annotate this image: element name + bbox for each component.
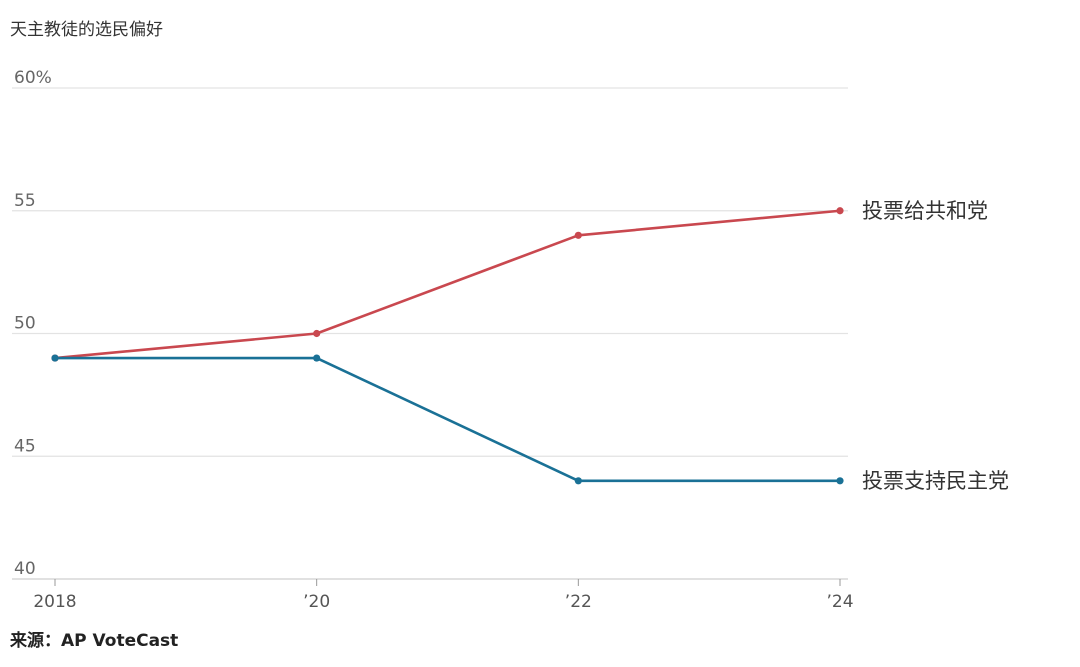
series-lines xyxy=(54,209,841,483)
y-tick-label: 50 xyxy=(14,314,36,334)
x-tick-label: ’24 xyxy=(826,592,853,612)
series-line xyxy=(55,356,840,483)
chart-title: 天主教徒的选民偏好 xyxy=(10,20,163,40)
data-point xyxy=(574,477,582,485)
data-point xyxy=(313,329,321,338)
y-tick-label: 45 xyxy=(14,436,36,456)
source-note: 来源：AP VoteCast xyxy=(9,630,178,651)
x-tick-label: 2018 xyxy=(33,592,76,612)
data-point xyxy=(836,477,844,485)
x-tick-label: ’20 xyxy=(303,592,330,612)
series-points xyxy=(51,207,844,485)
series-label: 投票支持民主党 xyxy=(862,469,1009,493)
series-line xyxy=(54,209,841,360)
x-tick-label: ’22 xyxy=(565,592,592,612)
data-point xyxy=(51,354,59,362)
y-axis-ticks: 40 45 50 55 60% xyxy=(14,68,52,579)
y-tick-label: 60% xyxy=(14,68,52,88)
series-label: 投票给共和党 xyxy=(862,199,988,223)
data-point xyxy=(574,231,582,239)
data-point xyxy=(313,354,321,362)
y-tick-label: 55 xyxy=(14,191,36,211)
y-tick-label: 40 xyxy=(14,559,36,579)
x-axis: 2018 ’20 ’22 ’24 xyxy=(12,578,854,612)
data-point xyxy=(836,207,844,215)
grid xyxy=(12,87,848,457)
